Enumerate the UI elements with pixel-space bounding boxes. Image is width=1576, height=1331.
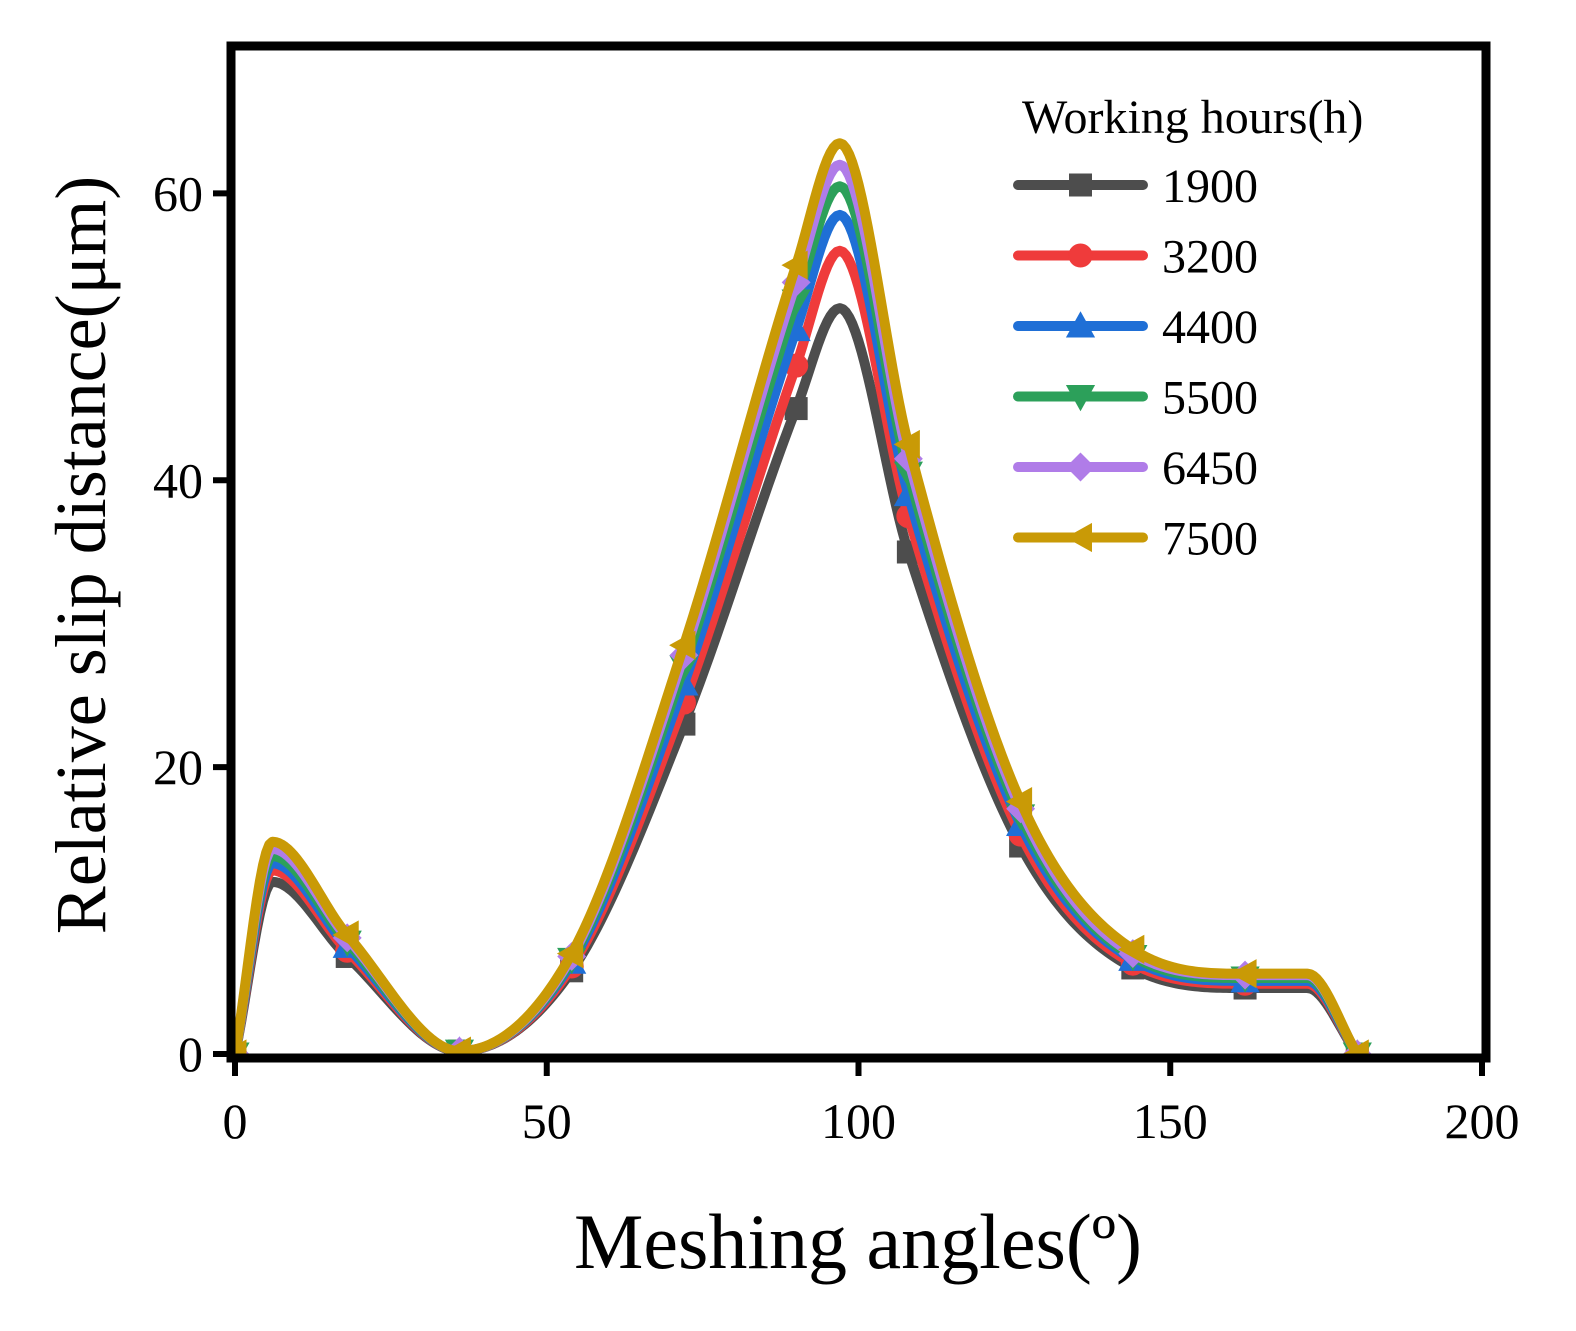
data-point-7500-6 [893, 429, 920, 460]
legend-label-5500: 5500 [1162, 372, 1258, 425]
y-tick-label-60: 60 [153, 165, 203, 221]
x-tick-label-0: 0 [223, 1093, 248, 1149]
y-tick-label-20: 20 [153, 739, 203, 795]
data-point-7500-2 [444, 1036, 471, 1054]
legend-item-5500: 5500 [1013, 372, 1258, 425]
data-point-7500-9 [1230, 959, 1257, 989]
legend-label-1900: 1900 [1162, 160, 1258, 213]
legend-marker-3200 [1068, 243, 1093, 268]
series-7500 [235, 138, 1369, 1054]
legend-label-4400: 4400 [1162, 301, 1258, 354]
legend-marker-4400 [1065, 311, 1096, 338]
data-point-7500-4 [669, 630, 696, 660]
legend-item-6450: 6450 [1013, 442, 1258, 495]
data-point-7500-0 [235, 1039, 247, 1054]
data-point-7500-5 [781, 250, 808, 280]
x-tick-label-150: 150 [1133, 1093, 1208, 1149]
y-axis-title: Relative slip distance(μm) [41, 176, 121, 934]
data-point-7500-7 [1005, 786, 1033, 817]
legend-item-7500: 7500 [1013, 513, 1258, 566]
legend: Working hours(h) 1900 3200 4400 5500 6450 750… [1013, 91, 1363, 566]
data-point-7500-8 [1118, 934, 1145, 964]
x-tick-label-50: 50 [522, 1093, 572, 1149]
legend-item-3200: 3200 [1013, 231, 1258, 284]
legend-marker-7500 [1065, 522, 1092, 553]
legend-title: Working hours(h) [1022, 91, 1363, 144]
series-line-6450 [235, 159, 1363, 1054]
x-tick-label-100: 100 [821, 1093, 896, 1149]
series-layer [235, 138, 1372, 1054]
legend-item-4400: 4400 [1013, 301, 1258, 354]
legend-marker-6450 [1066, 452, 1095, 482]
legend-label-3200: 3200 [1162, 231, 1258, 284]
data-point-7500-3 [556, 939, 584, 969]
x-tick-label-200: 200 [1445, 1093, 1520, 1149]
legend-marker-5500 [1065, 385, 1096, 412]
axes-layer: 0 50 100 150 200 0 20 40 60 [153, 165, 1520, 1149]
y-tick-label-40: 40 [153, 452, 203, 508]
legend-label-7500: 7500 [1162, 513, 1258, 566]
data-point-7500-1 [332, 920, 359, 950]
data-point-7500-10 [1342, 1039, 1369, 1054]
legend-item-1900: 1900 [1013, 160, 1258, 213]
legend-label-6450: 6450 [1162, 442, 1258, 495]
legend-marker-1900 [1069, 173, 1092, 197]
y-tick-label-0: 0 [178, 1026, 203, 1082]
x-axis-title: Meshing angles(º) [574, 1198, 1142, 1285]
